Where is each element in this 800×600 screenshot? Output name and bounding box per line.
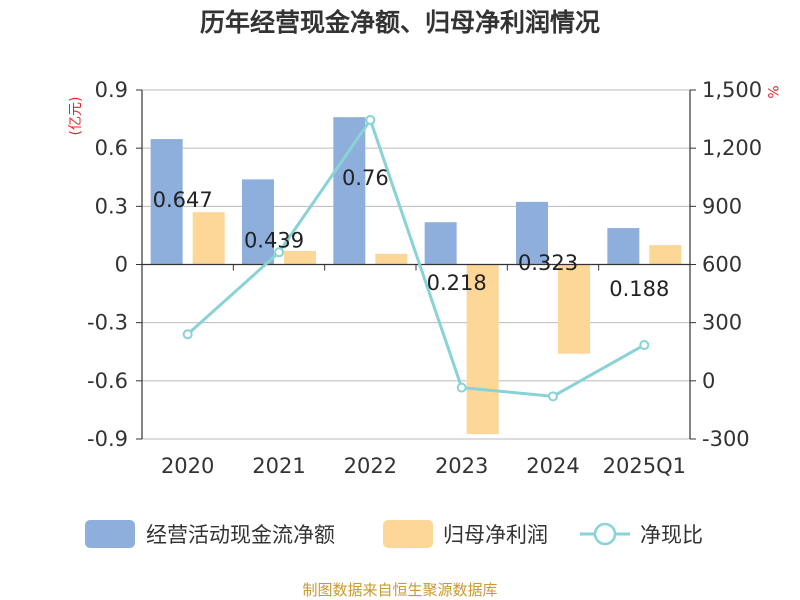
left-tick-label: -0.3 [87, 311, 128, 335]
left-tick-label: 0.9 [95, 78, 128, 102]
data-label-ocf: 0.647 [153, 188, 213, 212]
data-labels: 0.647 0.439 0.76 0.218 0.323 0.188 [153, 166, 670, 301]
ratio-point [274, 247, 284, 258]
legend-label-ocf[interactable]: 经营活动现金流净额 [146, 523, 335, 547]
legend-label-ratio[interactable]: 净现比 [640, 523, 703, 547]
bar-np [192, 212, 225, 265]
ratio-line [182, 115, 650, 402]
data-label-ocf: 0.218 [427, 271, 487, 295]
bar-np [649, 245, 682, 265]
left-tick-label: -0.6 [87, 369, 128, 393]
left-axis-unit: (亿元) [68, 97, 84, 136]
ratio-point [548, 391, 558, 402]
source-note: 制图数据来自恒生聚源数据库 [302, 581, 497, 599]
bar-ocf [150, 139, 183, 265]
legend-label-np[interactable]: 归母净利润 [443, 523, 548, 547]
bar-ocf [424, 222, 457, 265]
x-tick-label: 2025Q1 [603, 454, 686, 478]
gridlines [142, 89, 690, 440]
ratio-point [456, 382, 467, 393]
legend-swatch-ocf [85, 520, 135, 548]
right-tick-label: 600 [702, 253, 742, 277]
bar-ocf [333, 117, 366, 265]
ratio-point [182, 329, 193, 340]
bars [150, 117, 682, 435]
legend: 经营活动现金流净额 归母净利润 净现比 [85, 520, 703, 548]
data-label-ocf: 0.76 [342, 166, 389, 190]
chart-title: 历年经营现金净额、归母净利润情况 [200, 8, 600, 37]
left-tick-label: 0 [115, 253, 128, 277]
right-tick-label: 900 [702, 194, 742, 218]
bar-np [375, 253, 408, 265]
bar-ocf [242, 179, 274, 265]
ratio-polyline [186, 116, 646, 398]
ratio-point [639, 339, 650, 350]
bar-ocf [516, 201, 548, 265]
data-label-ocf: 0.439 [244, 228, 304, 252]
right-tick-label: 1,200 [702, 136, 762, 160]
axes [136, 89, 696, 440]
ratio-point [365, 115, 376, 126]
x-tick-label: 2021 [252, 454, 305, 478]
data-label-ocf: 0.323 [518, 251, 578, 275]
legend-marker-ratio [593, 522, 617, 546]
left-tick-label: -0.9 [87, 427, 128, 451]
x-tick-label: 2023 [435, 454, 488, 478]
bar-ocf [607, 228, 640, 265]
right-axis-unit: % [764, 85, 780, 98]
left-tick-label: 0.6 [95, 136, 128, 160]
right-tick-label: 300 [702, 311, 742, 335]
data-label-ocf: 0.188 [609, 277, 669, 301]
legend-swatch-np [383, 520, 433, 548]
left-tick-label: 0.3 [95, 194, 128, 218]
x-tick-label: 2022 [344, 454, 397, 478]
right-tick-label: -300 [702, 427, 750, 451]
tick-labels: 0.9 0.6 0.3 0 -0.3 -0.6 -0.9 1,500 1,200 900 600 30… [87, 78, 762, 478]
bar-np [466, 264, 499, 435]
right-tick-label: 0 [702, 369, 715, 393]
x-tick-label: 2024 [526, 454, 579, 478]
bar-np [284, 250, 316, 265]
x-tick-label: 2020 [161, 454, 214, 478]
bar-np [558, 264, 590, 354]
right-tick-label: 1,500 [702, 78, 762, 102]
